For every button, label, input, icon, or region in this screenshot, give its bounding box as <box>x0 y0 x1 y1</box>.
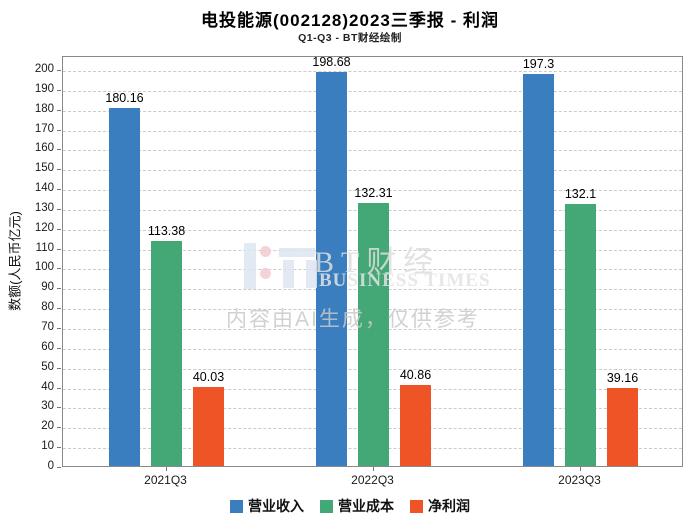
y-tick-label: 160 <box>34 142 54 155</box>
y-tick-mark <box>57 387 61 389</box>
y-tick-label: 0 <box>47 460 54 472</box>
legend-item: 营业收入 <box>230 496 304 516</box>
revenue-bar-2023Q3: 197.3 <box>523 57 554 466</box>
legend-swatch <box>320 499 333 513</box>
bar-group-2022Q3: 198.68 132.31 40.86 <box>270 55 477 466</box>
y-tick-mark <box>57 407 61 409</box>
y-tick-label: 200 <box>34 62 54 75</box>
net-profit-bar-2021Q3: 40.03 <box>193 370 224 466</box>
net-profit-bar-2022Q3: 40.86 <box>400 368 431 466</box>
bar-value-label: 197.3 <box>522 57 555 72</box>
bar-group-2021Q3: 180.16 113.38 40.03 <box>63 57 270 466</box>
legend-item: 营业成本 <box>320 496 394 516</box>
y-tick-mark <box>57 109 61 111</box>
x-tick-mark <box>372 467 374 471</box>
gridline <box>63 170 682 172</box>
y-tick-mark <box>57 208 61 210</box>
y-tick-label: 120 <box>34 221 54 234</box>
bar-value-label: 132.31 <box>354 186 393 201</box>
y-tick-mark <box>57 129 61 131</box>
bar-value-label: 198.68 <box>312 54 351 69</box>
operating-cost-bar-2022Q3: 132.31 <box>354 186 393 466</box>
y-tick-label: 50 <box>41 360 54 373</box>
x-tick-label: 2023Q3 <box>558 473 601 487</box>
y-tick-mark <box>57 328 61 329</box>
y-tick-label: 180 <box>34 102 54 115</box>
y-tick-label: 30 <box>41 400 54 413</box>
revenue-bar-2021Q3: 180.16 <box>105 91 144 466</box>
y-tick-mark <box>57 169 61 171</box>
y-tick-mark <box>57 427 61 429</box>
x-tick-label: 2022Q3 <box>351 473 394 487</box>
chart-subtitle: Q1-Q3 - BT财经绘制 <box>298 32 402 44</box>
y-tick-label: 90 <box>41 281 54 294</box>
y-tick-label: 40 <box>41 380 54 393</box>
legend: 营业收入 营业成本 净利润 <box>0 496 700 516</box>
bar-value-label: 39.16 <box>606 371 639 386</box>
y-tick-mark <box>57 367 61 369</box>
y-tick-mark <box>57 69 61 71</box>
y-tick-label: 100 <box>34 261 54 274</box>
legend-swatch <box>410 499 423 513</box>
gridline <box>63 110 682 112</box>
bars-layer: 180.16 113.38 40.03 198.68 132.31 40.86 197.3 1… <box>63 55 684 466</box>
y-tick-mark <box>57 347 61 349</box>
y-tick-label: 130 <box>34 201 54 214</box>
bar-value-label: 40.03 <box>192 369 225 384</box>
x-tick-label: 2021Q3 <box>144 473 187 487</box>
y-tick-mark <box>57 89 61 91</box>
y-tick-mark <box>57 189 61 190</box>
legend-item: 净利润 <box>410 496 470 516</box>
bar-value-label: 132.1 <box>564 186 597 201</box>
bar-value-label: 113.38 <box>147 223 186 238</box>
plot-area: 180.16 113.38 40.03 198.68 132.31 40.86 197.3 1… <box>62 55 684 467</box>
y-tick-mark <box>57 288 61 290</box>
x-tick-mark <box>579 467 581 471</box>
chart-title: 电投能源(002128)2023三季报 - 利润 <box>201 11 499 30</box>
bar-value-label: 180.16 <box>105 91 144 106</box>
operating-cost-bar-2021Q3: 113.38 <box>148 224 185 466</box>
gridline <box>63 130 682 132</box>
y-tick-mark <box>57 268 61 270</box>
y-tick-mark <box>57 447 61 449</box>
y-tick-label: 60 <box>41 340 54 353</box>
bar-value-label: 40.86 <box>399 367 432 382</box>
y-tick-mark <box>57 149 61 151</box>
y-tick-label: 170 <box>34 122 54 135</box>
operating-cost-bar-2023Q3: 132.1 <box>565 187 596 466</box>
y-tick-label: 140 <box>34 182 54 194</box>
legend-label: 净利润 <box>428 498 470 514</box>
y-tick-label: 10 <box>41 440 54 453</box>
y-tick-label: 80 <box>41 301 54 314</box>
bar-group-2023Q3: 197.3 132.1 39.16 <box>477 57 684 466</box>
y-tick-mark <box>57 228 61 230</box>
net-profit-bar-2023Q3: 39.16 <box>607 371 638 466</box>
gridline <box>63 150 682 152</box>
legend-swatch <box>230 499 243 513</box>
y-tick-label: 150 <box>34 162 54 175</box>
legend-label: 营业收入 <box>248 498 304 514</box>
y-tick-label: 70 <box>41 321 54 333</box>
legend-label: 营业成本 <box>338 498 394 514</box>
gridline <box>63 190 682 191</box>
y-tick-label: 190 <box>34 82 54 95</box>
gridline <box>63 70 682 72</box>
x-tick-mark <box>165 467 167 471</box>
y-tick-mark <box>57 467 61 468</box>
revenue-bar-2022Q3: 198.68 <box>312 55 351 466</box>
gridline <box>63 90 682 92</box>
y-tick-mark <box>57 248 61 250</box>
y-tick-label: 110 <box>35 241 54 254</box>
y-tick-mark <box>57 308 61 310</box>
y-tick-label: 20 <box>41 420 54 433</box>
